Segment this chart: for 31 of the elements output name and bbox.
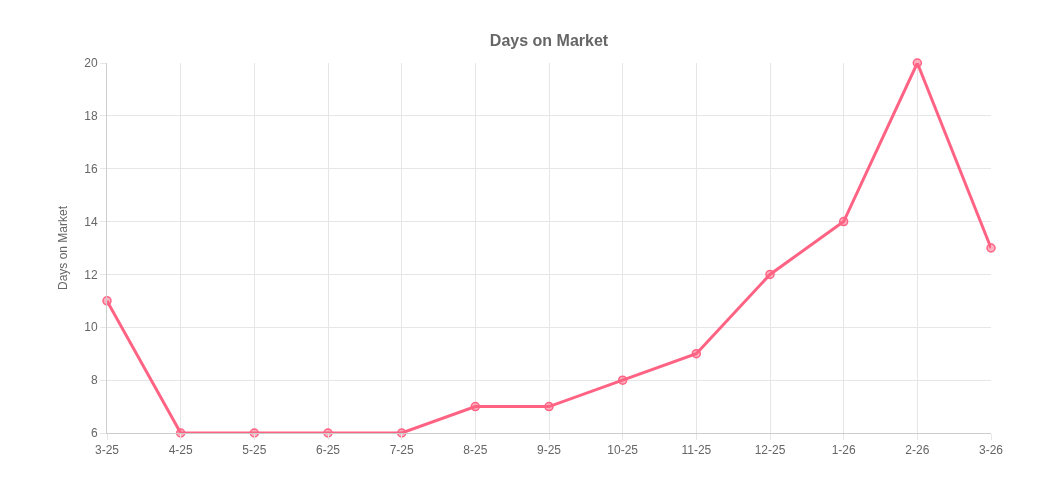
x-tick-label: 6-25	[315, 443, 341, 458]
y-tick-label: 8	[90, 373, 98, 388]
x-tick-label: 5-25	[242, 443, 267, 458]
x-tick-label: 3-26	[978, 443, 1004, 458]
y-tick-label: 6	[90, 426, 98, 441]
point	[691, 348, 702, 359]
point	[544, 401, 554, 412]
chart-title: Days on Market	[489, 31, 609, 49]
y-tick-label: 20	[84, 56, 98, 71]
x-tick-label: 9-25	[536, 443, 562, 458]
x-tick-label: 8-25	[463, 443, 488, 458]
point	[765, 269, 775, 280]
y-axis-title: Days on Market	[55, 205, 70, 291]
x-tick-label: 4-25	[168, 443, 193, 458]
point	[617, 375, 628, 385]
x-tick-label: 1-26	[831, 443, 856, 458]
y-tick-label: 14	[84, 214, 98, 229]
point	[912, 58, 923, 68]
y-tick-label: 16	[84, 161, 98, 176]
point	[838, 216, 849, 227]
x-tick-label: 3-25	[94, 443, 120, 458]
x-tick-label: 10-25	[607, 443, 639, 458]
x-tick-label: 12-25	[754, 443, 786, 458]
point	[470, 401, 481, 412]
y-tick-label: 10	[84, 320, 98, 335]
y-tick-label: 12	[84, 267, 98, 282]
x-tick-label: 2-26	[905, 443, 930, 458]
x-tick-label: 7-25	[389, 443, 414, 458]
x-tick-label: 11-25	[681, 443, 712, 458]
point	[986, 243, 996, 253]
y-tick-label: 18	[84, 109, 98, 124]
